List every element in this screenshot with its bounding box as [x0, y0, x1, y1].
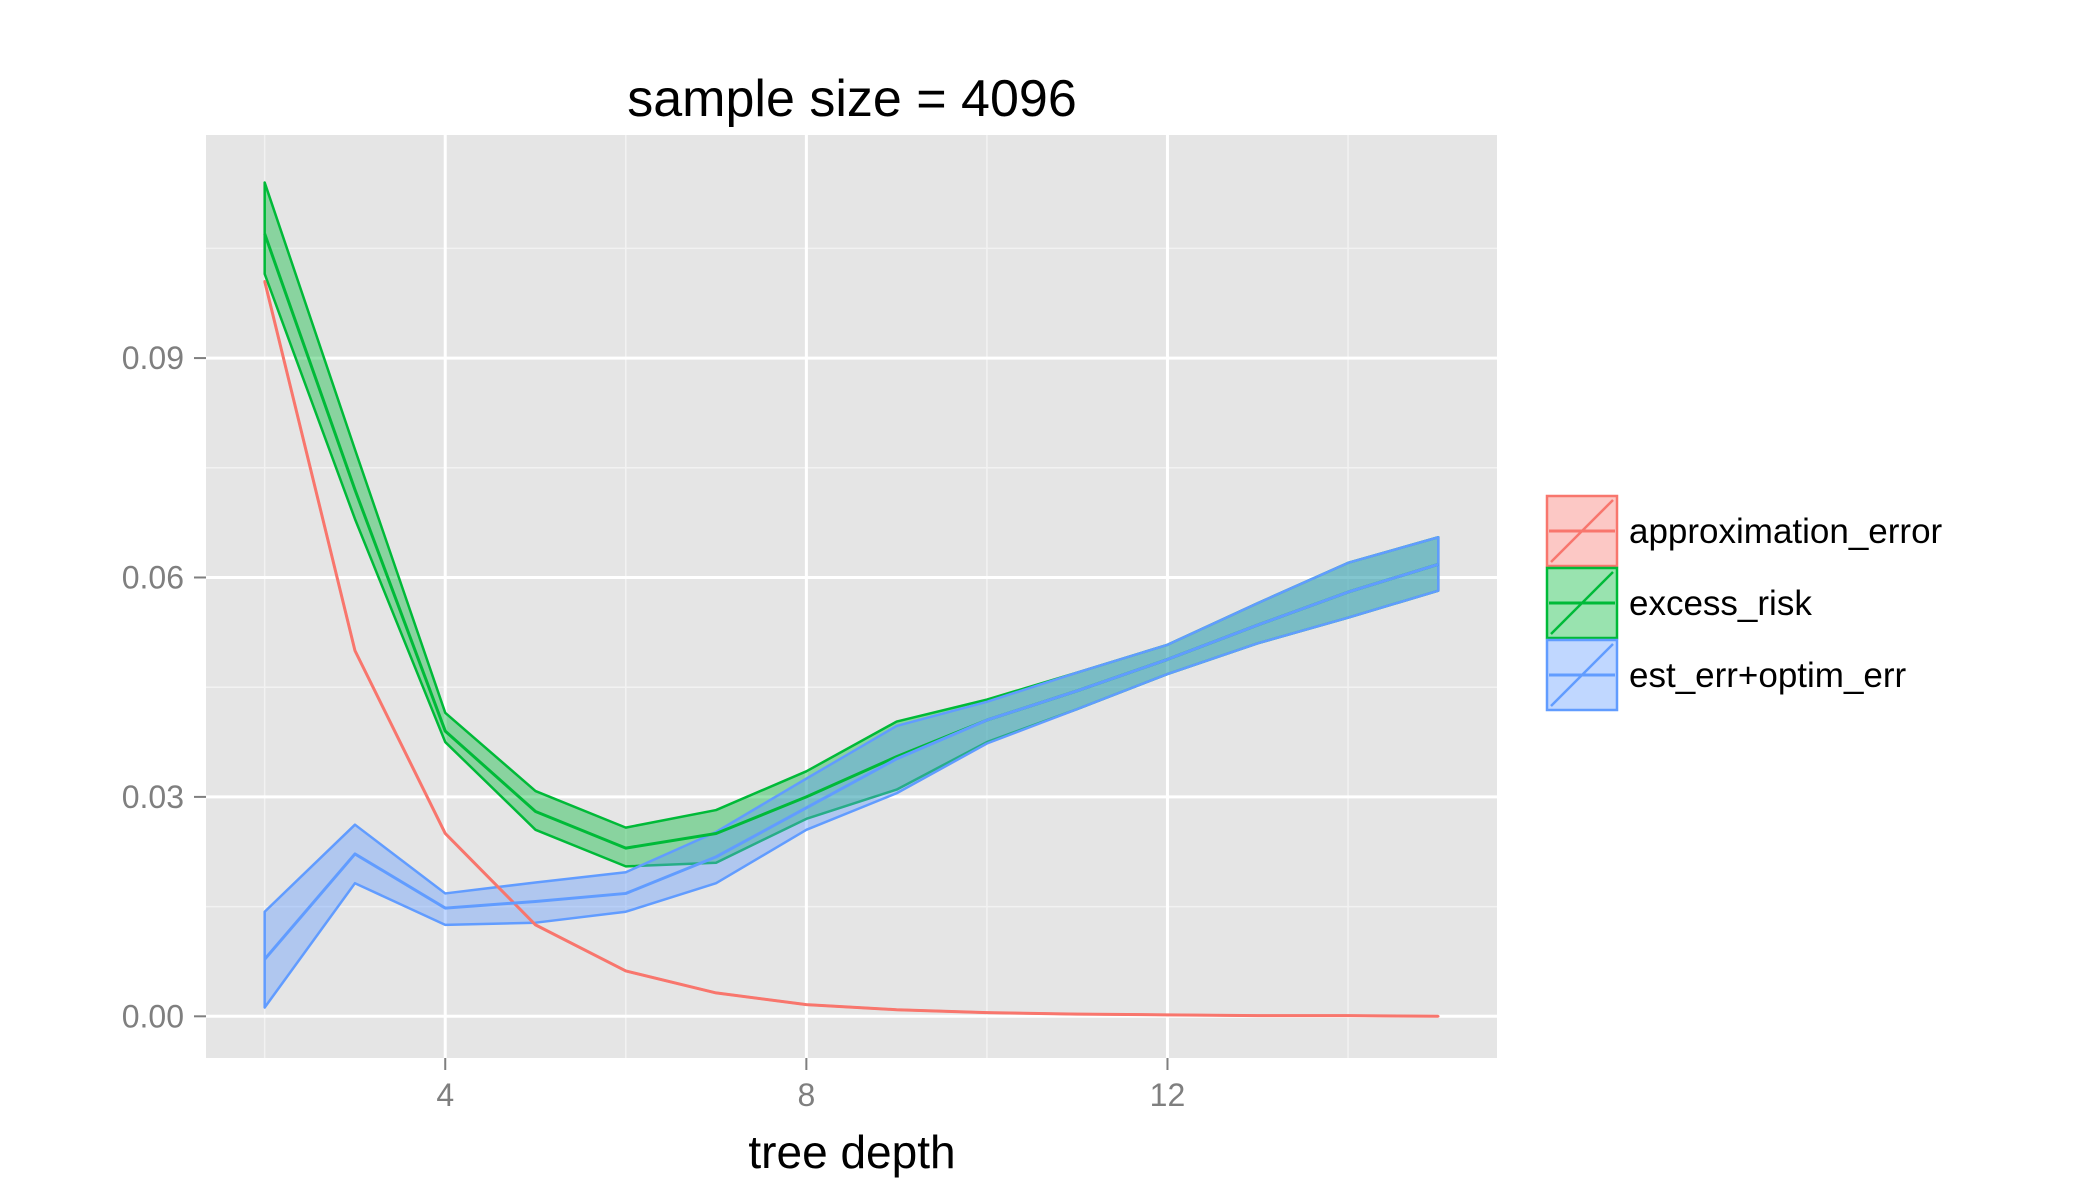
- legend-item: excess_risk: [1545, 566, 1812, 640]
- y-tick-label: 0.06: [122, 559, 184, 595]
- y-tick-label: 0.09: [122, 340, 184, 376]
- series-lines: [263, 233, 1439, 1018]
- line-est-err-optim-err: [263, 562, 1439, 961]
- line-approximation-error: [263, 280, 1439, 1018]
- y-tick-label: 0.03: [122, 779, 184, 815]
- ribbon-est-err-optim-err: [263, 536, 1440, 1009]
- y-tick-label: 0.00: [122, 998, 184, 1034]
- x-tick-label: 12: [1150, 1077, 1186, 1113]
- plot-panel: [206, 135, 1497, 1058]
- x-tick-label: 8: [797, 1077, 815, 1113]
- legend-label: excess_risk: [1629, 584, 1812, 623]
- x-tick-label: 4: [436, 1077, 454, 1113]
- x-axis-title: tree depth: [748, 1126, 955, 1178]
- legend-item: est_err+optim_err: [1545, 638, 1907, 712]
- legend-label: est_err+optim_err: [1629, 656, 1907, 695]
- legend-label: approximation_error: [1629, 512, 1943, 551]
- y-axis: 0.00 0.03 0.06 0.09: [122, 340, 206, 1034]
- legend: approximation_error excess_risk est_err+op…: [1545, 494, 1943, 712]
- x-axis: 4 8 12: [436, 1058, 1185, 1113]
- legend-item: approximation_error: [1545, 494, 1943, 568]
- chart-title: sample size = 4096: [627, 70, 1077, 128]
- major-gridlines: [206, 135, 1497, 1058]
- minor-gridlines: [206, 135, 1497, 1058]
